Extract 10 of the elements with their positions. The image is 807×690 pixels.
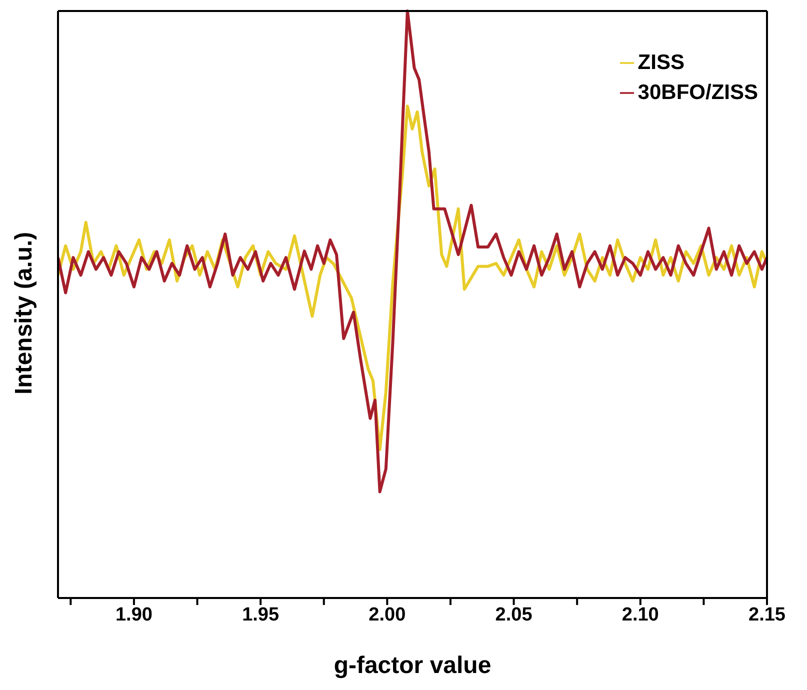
x-tick-label: 2.10 (622, 604, 659, 626)
x-tick-label: 1.90 (115, 604, 152, 626)
x-tick-label: 2.00 (368, 604, 406, 626)
x-tick-label: 2.15 (748, 604, 786, 626)
legend-label: 30BFO/ZISS (638, 81, 758, 104)
y-axis-title: Intensity (a.u.) (10, 232, 38, 394)
x-tick-label: 1.95 (242, 604, 280, 626)
x-tick-label: 2.05 (495, 604, 533, 626)
x-axis-title: g-factor value (334, 652, 492, 679)
legend-label: ZISS (638, 51, 684, 74)
